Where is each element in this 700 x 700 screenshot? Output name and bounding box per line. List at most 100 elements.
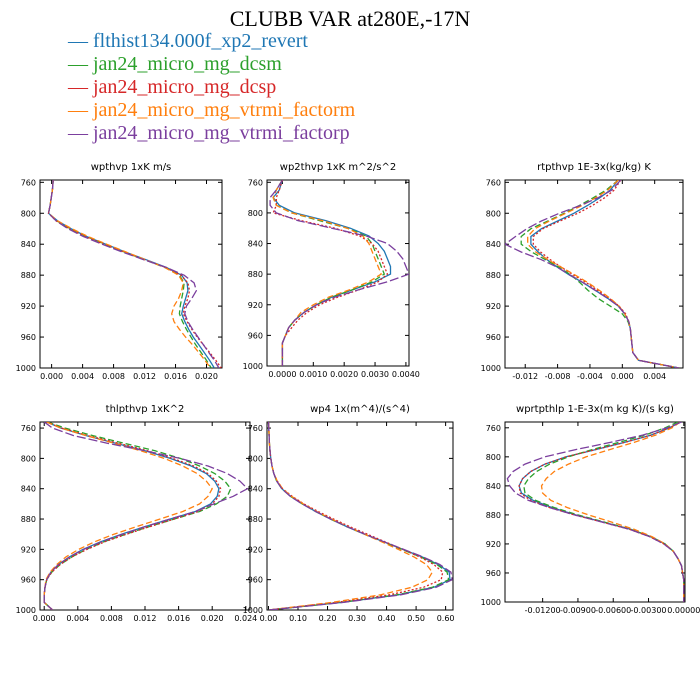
- series-line: [272, 180, 383, 366]
- series-line: [518, 422, 685, 602]
- series-line: [272, 180, 389, 366]
- series-line: [523, 422, 685, 602]
- x-tick-label: -0.008: [545, 372, 571, 381]
- x-tick-label: 0.0010: [299, 370, 327, 379]
- y-tick-label: 1000: [243, 606, 263, 615]
- y-tick-label: 880: [248, 515, 263, 524]
- series-line: [506, 422, 685, 602]
- x-tick-label: 0.020: [201, 614, 224, 623]
- series-line: [267, 422, 434, 610]
- x-tick-label: -0.004: [577, 372, 603, 381]
- x-tick-label: 0.008: [102, 372, 125, 381]
- plot-frame: [266, 179, 410, 367]
- panel-title: wp2thvp 1xK m^2/s^2: [280, 162, 396, 173]
- y-tick-label: 960: [21, 333, 36, 342]
- legend-entry: — jan24_micro_mg_vtrmi_factorp: [68, 122, 355, 145]
- y-tick-label: 760: [486, 178, 501, 187]
- series-line: [540, 422, 685, 602]
- legend-entry: — jan24_micro_mg_dcsp: [68, 76, 355, 99]
- series-line: [267, 422, 444, 610]
- plot-frame: [504, 179, 684, 369]
- y-tick-label: 840: [486, 240, 501, 249]
- y-tick-label: 760: [21, 424, 36, 433]
- y-tick-label: 1000: [481, 598, 501, 607]
- y-tick-label: 1000: [481, 364, 501, 373]
- y-tick-label: 1000: [243, 362, 263, 371]
- plot-panel: thlpthvp 1xK^276080084088092096010000.00…: [16, 404, 258, 623]
- y-tick-label: 920: [486, 302, 501, 311]
- panel-title: thlpthvp 1xK^2: [106, 404, 185, 415]
- y-tick-label: 800: [21, 209, 36, 218]
- y-tick-label: 1000: [16, 606, 36, 615]
- y-tick-label: 1000: [16, 364, 36, 373]
- legend-swatch: —: [68, 122, 88, 144]
- x-tick-label: 0.000: [33, 614, 56, 623]
- series-line: [43, 422, 222, 610]
- x-tick-label: 0.50: [407, 614, 425, 623]
- plot-frame: [504, 421, 686, 603]
- y-tick-label: 880: [248, 270, 263, 279]
- y-tick-label: 800: [21, 454, 36, 463]
- x-tick-label: 0.024: [234, 614, 257, 623]
- y-tick-label: 840: [248, 485, 263, 494]
- y-tick-label: 960: [486, 569, 501, 578]
- panel-title: wp4 1x(m^4)/(s^4): [310, 404, 410, 415]
- series-line: [272, 180, 386, 366]
- y-tick-label: 960: [486, 333, 501, 342]
- series-line: [272, 180, 392, 366]
- series-line: [527, 180, 680, 368]
- x-tick-label: -0.00300: [631, 606, 667, 615]
- series-line: [267, 422, 450, 610]
- y-tick-label: 880: [21, 515, 36, 524]
- x-tick-label: 0.012: [134, 614, 157, 623]
- x-tick-label: 0.10: [289, 614, 307, 623]
- x-tick-label: 0.00000: [667, 606, 700, 615]
- x-tick-label: 0.20: [319, 614, 337, 623]
- panel-title: rtpthvp 1E-3x(kg/kg) K: [537, 162, 651, 173]
- series-line: [530, 180, 680, 368]
- legend-label: jan24_micro_mg_vtrmi_factorm: [93, 99, 356, 121]
- y-tick-label: 920: [248, 301, 263, 310]
- series-line: [47, 180, 212, 368]
- y-tick-label: 760: [248, 178, 263, 187]
- x-tick-label: 0.00: [260, 614, 278, 623]
- x-tick-label: 0.016: [164, 372, 187, 381]
- y-tick-label: 880: [21, 271, 36, 280]
- series-line: [532, 180, 680, 368]
- legend-label: jan24_micro_mg_dcsp: [93, 76, 277, 98]
- legend-entry: — flthist134.000f_xp2_revert: [68, 30, 355, 53]
- series-line: [43, 422, 213, 610]
- plot-panel: wp2thvp 1xK m^2/s^2 760 800 840 880 920 960 100…: [243, 162, 420, 379]
- y-tick-label: 960: [248, 331, 263, 340]
- x-tick-label: 0.016: [167, 614, 190, 623]
- legend-label: jan24_micro_mg_vtrmi_factorp: [93, 122, 350, 144]
- x-tick-label: 0.004: [71, 372, 94, 381]
- x-tick-label: 0.30: [348, 614, 366, 623]
- x-tick-label: 0.60: [437, 614, 455, 623]
- series-line: [47, 180, 215, 368]
- legend-swatch: —: [68, 99, 88, 121]
- panel-title: wpthvp 1xK m/s: [91, 162, 172, 173]
- y-tick-label: 760: [21, 178, 36, 187]
- plot-panel: wprtpthlp 1-E-3x(m kg K)/(s kg) 760 800 840…: [481, 404, 700, 615]
- y-tick-label: 920: [248, 545, 263, 554]
- series-line: [43, 422, 249, 610]
- plot-frame: [266, 421, 454, 611]
- legend: — flthist134.000f_xp2_revert — jan24_mic…: [68, 30, 355, 145]
- y-tick-label: 840: [21, 240, 36, 249]
- plot-panel: wpthvp 1xK m/s 760 800 840 880 920 960 1000 0.00…: [16, 162, 223, 381]
- x-tick-label: 0.0000: [268, 370, 296, 379]
- legend-swatch: —: [68, 53, 88, 75]
- y-tick-label: 840: [486, 482, 501, 491]
- y-tick-label: 840: [21, 485, 36, 494]
- series-line: [269, 180, 409, 366]
- legend-entry: — jan24_micro_mg_vtrmi_factorm: [68, 99, 355, 122]
- x-tick-label: 0.000: [40, 372, 63, 381]
- y-tick-label: 920: [21, 545, 36, 554]
- y-tick-label: 960: [248, 576, 263, 585]
- x-tick-label: 0.008: [100, 614, 123, 623]
- plot-panel: rtpthvp 1E-3x(kg/kg) K 760 800 840 880 920 960…: [481, 162, 684, 381]
- y-tick-label: 880: [486, 511, 501, 520]
- legend-entry: — jan24_micro_mg_dcsm: [68, 53, 355, 76]
